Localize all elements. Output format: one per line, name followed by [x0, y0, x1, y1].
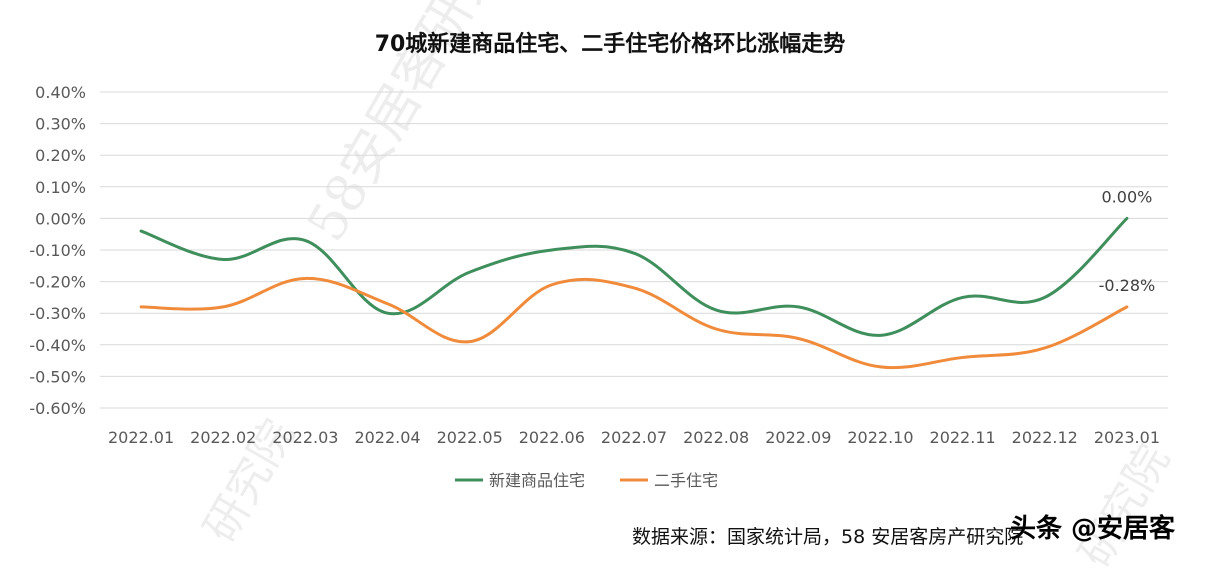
- x-tick-label: 2022.05: [437, 428, 503, 447]
- y-tick-label: 0.40%: [35, 83, 86, 102]
- x-tick-label: 2022.04: [354, 428, 420, 447]
- y-tick-label: -0.50%: [29, 367, 86, 386]
- brand-watermark: 头条 @安居客: [1010, 508, 1175, 545]
- legend-label: 新建商品住宅: [489, 471, 585, 490]
- y-tick-label: 0.20%: [35, 146, 86, 165]
- y-tick-label: -0.20%: [29, 273, 86, 292]
- y-tick-label: 0.10%: [35, 178, 86, 197]
- y-tick-label: -0.30%: [29, 304, 86, 323]
- x-axis: 2022.01 2022.02 2022.03 2022.04 2022.05 2022.…: [108, 428, 1160, 447]
- x-tick-label: 2022.07: [601, 428, 667, 447]
- line-chart: 0.40% 0.30% 0.20% 0.10% 0.00% -0.10% -0.20% -0.…: [0, 0, 1220, 559]
- y-tick-label: 0.30%: [35, 115, 86, 134]
- y-axis: 0.40% 0.30% 0.20% 0.10% 0.00% -0.10% -0.20% -0.…: [29, 83, 86, 418]
- legend-label: 二手住宅: [654, 471, 718, 490]
- x-tick-label: 2023.01: [1094, 428, 1160, 447]
- data-label: -0.28%: [1099, 276, 1156, 295]
- x-tick-label: 2022.09: [765, 428, 831, 447]
- legend: 新建商品住宅 二手住宅: [455, 471, 718, 490]
- y-tick-label: 0.00%: [35, 209, 86, 228]
- y-tick-label: -0.60%: [29, 399, 86, 418]
- x-tick-label: 2022.01: [108, 428, 174, 447]
- x-tick-label: 2022.02: [190, 428, 256, 447]
- x-tick-label: 2022.12: [1012, 428, 1078, 447]
- x-tick-label: 2022.10: [847, 428, 913, 447]
- series-line: [141, 278, 1127, 367]
- x-tick-label: 2022.06: [519, 428, 585, 447]
- x-tick-label: 2022.08: [683, 428, 749, 447]
- y-tick-label: -0.10%: [29, 241, 86, 260]
- series-line: [141, 218, 1127, 335]
- source-note: 数据来源：国家统计局，58 安居客房产研究院: [632, 522, 1023, 549]
- y-tick-label: -0.40%: [29, 336, 86, 355]
- x-tick-label: 2022.03: [272, 428, 338, 447]
- x-tick-label: 2022.11: [930, 428, 996, 447]
- data-label: 0.00%: [1102, 187, 1153, 206]
